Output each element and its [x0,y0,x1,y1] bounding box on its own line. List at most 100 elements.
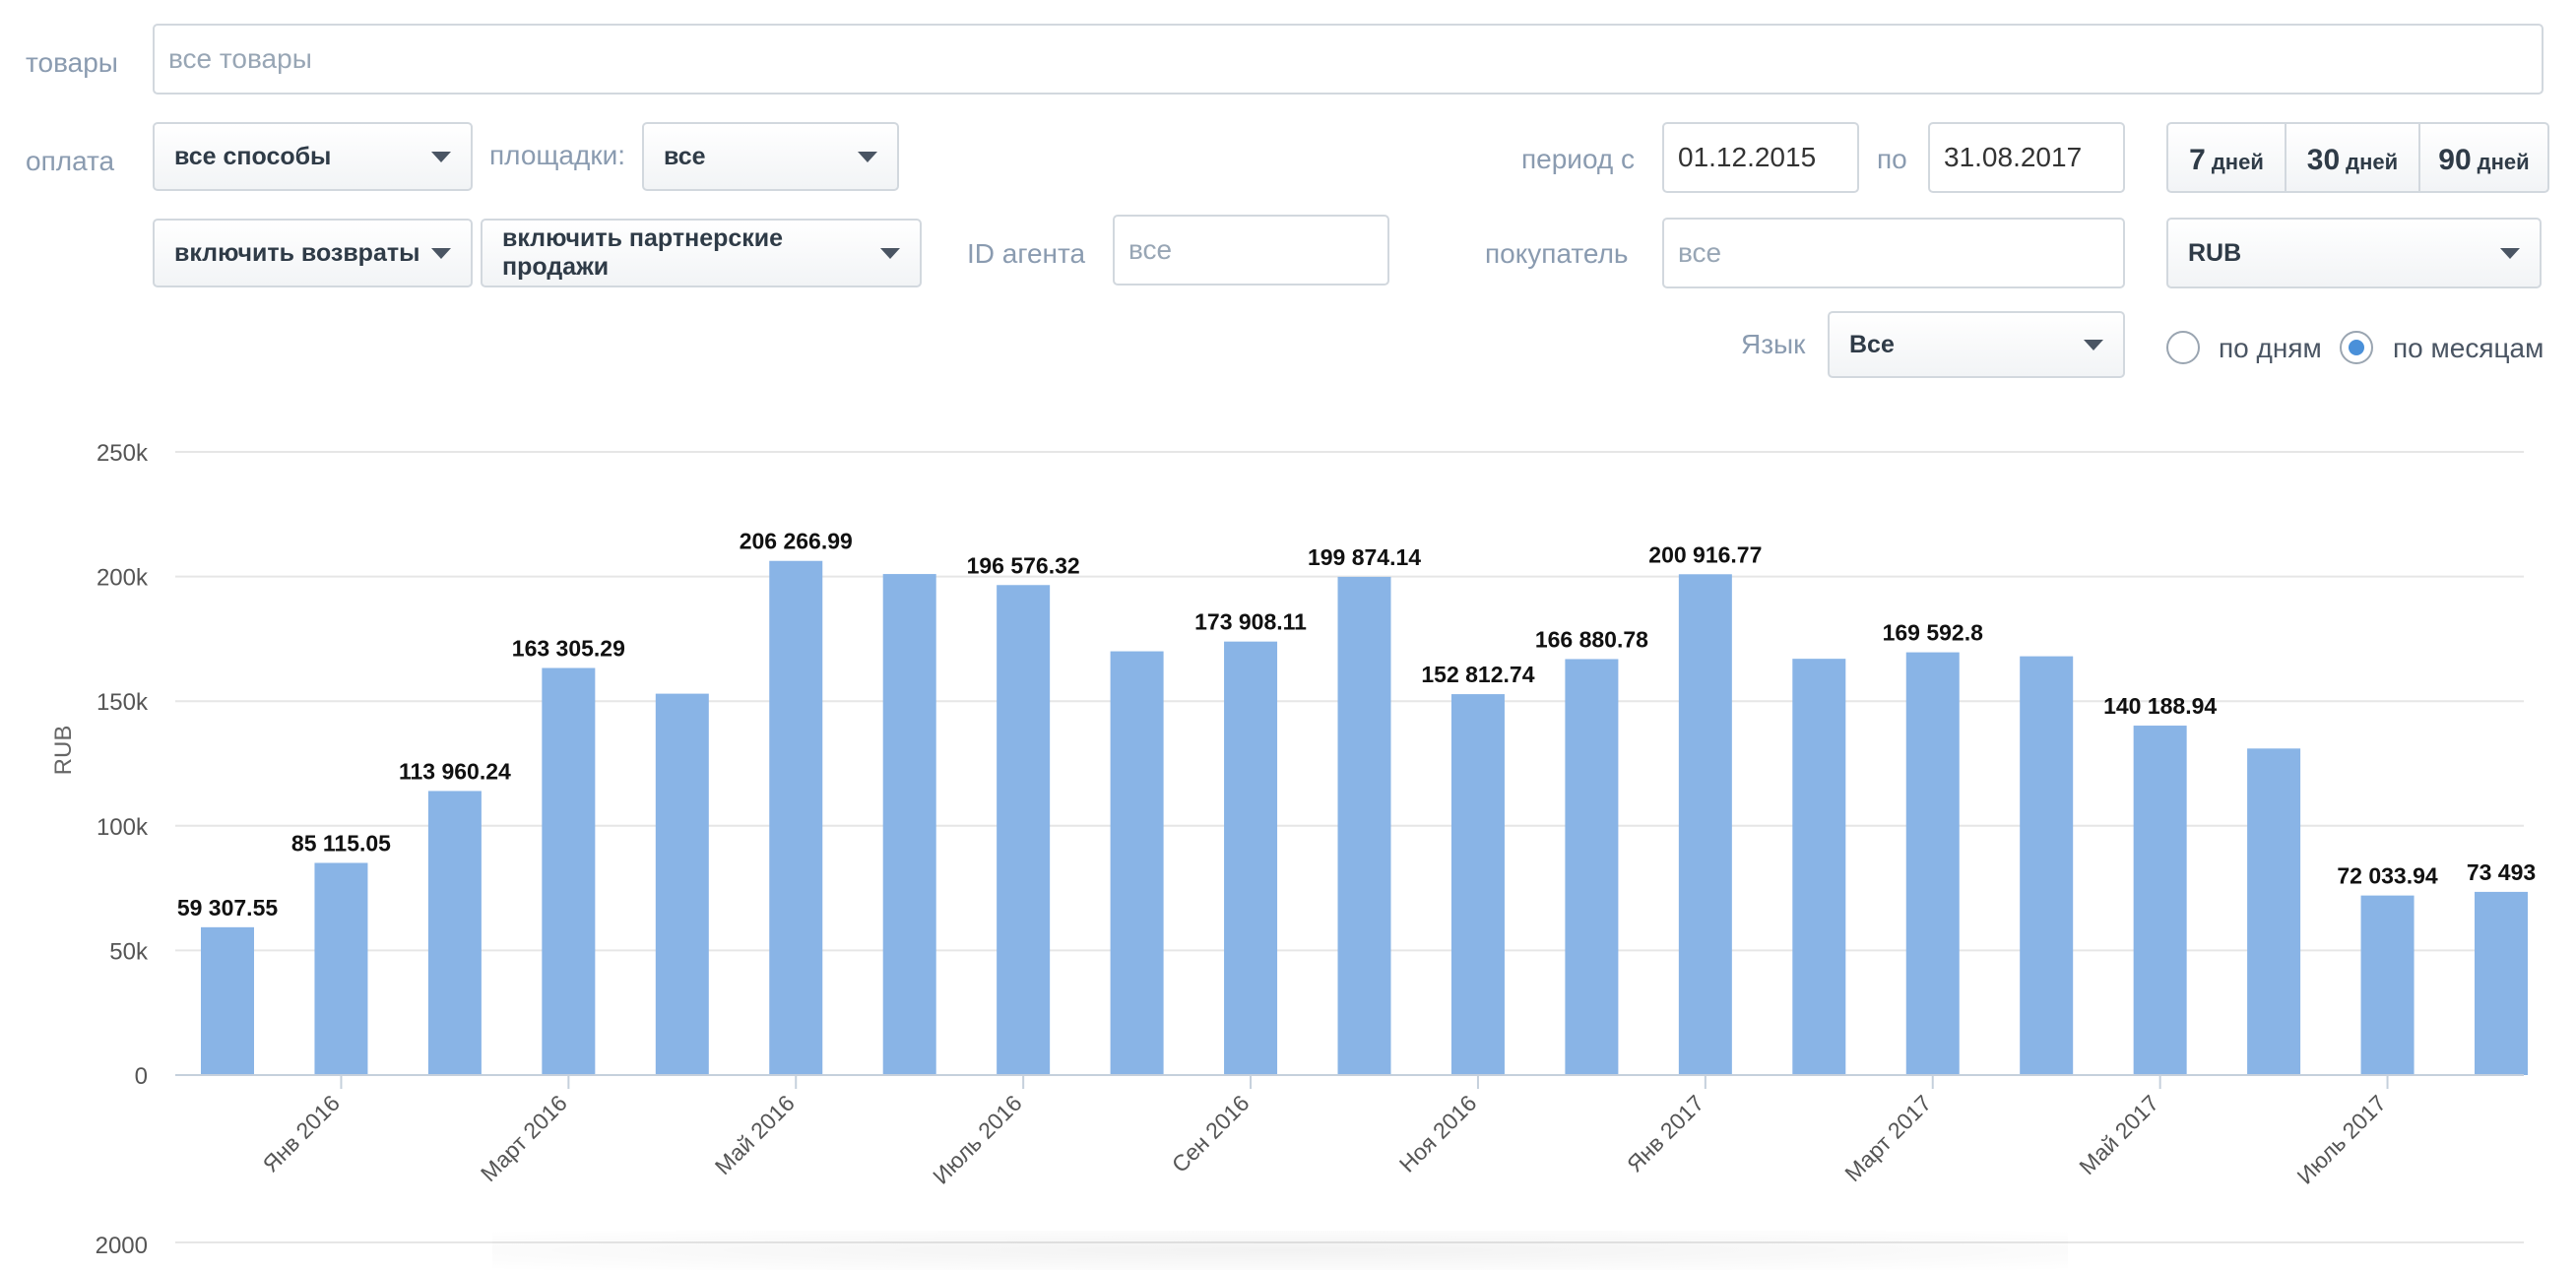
bar[interactable] [314,862,368,1075]
products-input[interactable]: все товары [153,24,2544,95]
x-tick-label: Март 2017 [1839,1090,1936,1186]
returns-select-value: включить возвраты [174,238,420,267]
currency-select[interactable]: RUB [2166,218,2542,288]
data-label: 152 812.74 [1421,662,1534,687]
agent-id-label: ID агента [967,238,1086,269]
y-tick-label: 0 [135,1063,148,1090]
bar[interactable] [1565,659,1619,1075]
data-label: 73 493 [2467,859,2536,885]
bar[interactable] [882,574,936,1075]
data-label: 199 874.14 [1308,544,1421,570]
data-label: 200 916.77 [1648,541,1762,567]
quick-range-90-number: 90 [2438,144,2472,176]
bar[interactable] [1450,694,1505,1075]
quick-range-30-button[interactable]: 30 дней [2285,124,2418,191]
y-axis-title: RUB [50,726,77,776]
sales-bar-chart: 0 50k 100k 150k 200k 250k RUB 59 307.55 85 115… [50,440,2536,1258]
data-labels: 59 307.55 85 115.05 113 960.24 163 305.29 20… [177,529,2536,921]
x-tick-label: Май 2016 [710,1090,800,1179]
buyer-placeholder: все [1678,237,1722,268]
second-chart-tick-label: 2000 [96,1233,148,1258]
bar[interactable] [655,693,709,1075]
platforms-select-value: все [664,142,706,170]
data-label: 163 305.29 [512,636,625,662]
period-to-value: 31.08.2017 [1944,142,2083,172]
bar[interactable] [2133,726,2187,1075]
products-label: товары [26,47,118,78]
bar[interactable] [201,926,254,1075]
period-to-input[interactable]: 31.08.2017 [1928,122,2125,193]
data-label: 166 880.78 [1535,626,1648,652]
quick-range-30-unit: дней [2346,150,2399,174]
x-axis-labels: Янв 2016 Март 2016 Май 2016 Июль 2016 Сен 20… [258,1075,2391,1189]
payment-label: оплата [26,146,115,176]
group-by-day-radio[interactable] [2166,331,2200,364]
chart-bars [201,560,2528,1075]
currency-select-value: RUB [2188,238,2242,267]
bar[interactable] [1792,659,1846,1075]
buyer-input[interactable]: все [1662,218,2125,288]
platforms-label: площадки: [489,140,626,170]
platforms-select[interactable]: все [642,122,899,191]
bar[interactable] [1678,574,1732,1075]
payment-select[interactable]: все способы [153,122,473,191]
data-label: 140 188.94 [2103,693,2217,719]
bar[interactable] [1224,641,1278,1075]
quick-range-7-unit: дней [2211,150,2264,174]
language-select[interactable]: Все [1828,311,2125,378]
bar[interactable] [1905,652,1960,1075]
bar[interactable] [2475,891,2528,1075]
period-to-label: по [1877,144,1907,174]
bar[interactable] [769,560,823,1075]
chevron-down-icon [2084,339,2103,350]
second-chart-shadow [492,1231,2068,1270]
period-from-label: период с [1521,144,1636,174]
data-label: 206 266.99 [740,529,853,554]
agent-id-input[interactable]: все [1113,215,1389,286]
quick-range-90-button[interactable]: 90 дней [2418,124,2547,191]
data-label: 196 576.32 [967,552,1080,578]
group-by-day-label[interactable]: по дням [2219,333,2322,363]
x-tick-label: Ноя 2016 [1394,1090,1482,1177]
returns-select[interactable]: включить возвраты [153,219,473,287]
chevron-down-icon [2500,247,2520,259]
x-tick-label: Май 2017 [2074,1090,2163,1179]
quick-range-30-number: 30 [2306,144,2341,176]
y-tick-label: 150k [97,689,149,716]
y-tick-label: 200k [97,565,149,592]
bar[interactable] [2360,895,2415,1075]
chevron-down-icon [858,151,877,162]
bar[interactable] [2247,748,2301,1075]
bar[interactable] [1337,576,1391,1075]
y-axis-labels: 0 50k 100k 150k 200k 250k [97,440,149,1090]
group-by-month-label[interactable]: по месяцам [2393,333,2544,363]
bar[interactable] [2020,656,2074,1075]
language-label: Язык [1741,329,1806,359]
data-label: 85 115.05 [291,830,391,856]
bar[interactable] [997,585,1051,1075]
quick-range-group: 7 дней 30 дней 90 дней [2166,122,2549,193]
language-select-value: Все [1849,330,1895,358]
agent-id-placeholder: все [1128,234,1173,265]
y-tick-label: 100k [97,814,149,841]
quick-range-90-unit: дней [2477,150,2530,174]
products-input-placeholder: все товары [168,43,312,74]
x-tick-label: Март 2016 [476,1090,572,1186]
y-tick-label: 50k [109,938,149,965]
chevron-down-icon [431,151,451,162]
bar[interactable] [427,791,482,1075]
y-tick-label: 250k [97,440,149,467]
quick-range-7-number: 7 [2189,144,2206,176]
bar[interactable] [1110,651,1164,1075]
payment-select-value: все способы [174,142,332,170]
group-by-month-radio[interactable] [2340,331,2373,364]
partner-sales-select-value: включить партнерские продажи [502,224,784,281]
buyer-label: покупатель [1485,238,1629,269]
quick-range-7-button[interactable]: 7 дней [2168,124,2285,191]
bar[interactable] [542,667,596,1075]
period-from-input[interactable]: 01.12.2015 [1662,122,1859,193]
x-tick-label: Янв 2017 [1622,1090,1708,1176]
x-tick-label: Июль 2016 [928,1090,1027,1189]
data-label: 173 908.11 [1194,609,1307,635]
partner-sales-select[interactable]: включить партнерские продажи [481,219,922,287]
